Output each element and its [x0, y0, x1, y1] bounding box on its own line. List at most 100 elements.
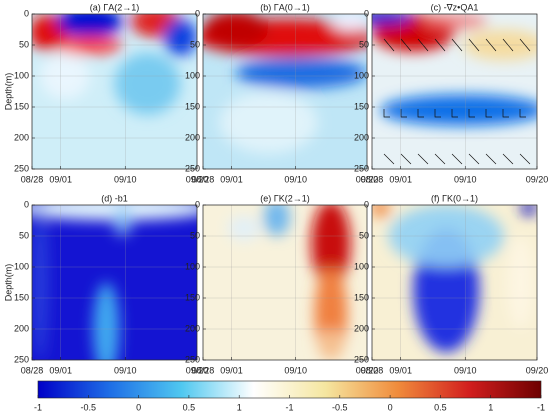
- field-blob: [372, 205, 391, 218]
- x-tick-label: 09/20: [526, 174, 549, 184]
- panel-title: (b) ΓA(0→1): [260, 2, 309, 12]
- frame: [371, 204, 538, 361]
- y-tick-label: 250: [185, 354, 200, 364]
- y-tick-label: 50: [19, 230, 29, 240]
- field-blob: [164, 18, 197, 56]
- x-tick-label: 09/10: [284, 365, 307, 375]
- x-tick-label: 08/28: [192, 365, 215, 375]
- field-blob: [219, 91, 318, 154]
- heatmap-field: [32, 205, 197, 360]
- y-tick-label: 200: [185, 132, 200, 142]
- heatmap: [203, 205, 367, 360]
- heatmap: [203, 14, 367, 169]
- y-tick-label: 250: [354, 163, 369, 173]
- frame: [202, 13, 368, 170]
- colorbar-tick-label: 0.5: [183, 402, 196, 412]
- y-tick-label: 150: [14, 101, 29, 111]
- colorbar-tick-label: -0.5: [332, 402, 348, 412]
- colorbar-tick-label: 1: [237, 402, 242, 412]
- field-blob: [311, 205, 351, 288]
- frame: [202, 204, 368, 361]
- colorbar-tick-label: 0: [388, 402, 393, 412]
- x-tick-label: 09/20: [356, 174, 379, 184]
- x-tick-label: 09/01: [220, 365, 243, 375]
- x-tick-label: 09/20: [356, 365, 379, 375]
- field-blob: [263, 205, 290, 236]
- y-tick-label: 250: [14, 163, 29, 173]
- frame: [371, 13, 538, 170]
- y-tick-label: 200: [185, 323, 200, 333]
- field-blob: [114, 52, 181, 115]
- x-tick-label: 09/20: [186, 365, 209, 375]
- panel-title: (d) -b1: [101, 193, 128, 203]
- x-tick-label: 09/10: [454, 174, 477, 184]
- heatmap-field: [32, 14, 197, 115]
- field-blob: [380, 94, 537, 126]
- heatmap-field: [372, 14, 537, 126]
- heatmap-field: [227, 205, 351, 360]
- y-tick-label: 100: [14, 261, 29, 271]
- y-tick-label: 50: [190, 39, 200, 49]
- field-blob: [203, 14, 269, 49]
- panel-title: (a) ΓA(2→1): [90, 2, 139, 12]
- colorbar-tick-label: -0.5: [81, 402, 97, 412]
- y-tick-label: 0: [195, 8, 200, 18]
- x-tick-label: 09/01: [49, 365, 72, 375]
- field-blob: [112, 205, 133, 236]
- y-tick-label: 250: [185, 163, 200, 173]
- y-tick-label: 200: [14, 132, 29, 142]
- panel-title: (e) ΓK(2→1): [260, 193, 309, 203]
- field-blob: [520, 205, 537, 216]
- field-blob: [421, 14, 488, 30]
- x-tick-label: 08/28: [21, 365, 44, 375]
- x-tick-label: 09/20: [186, 174, 209, 184]
- y-tick-label: 100: [185, 70, 200, 80]
- x-tick-label: 09/10: [454, 365, 477, 375]
- y-tick-label: 150: [185, 101, 200, 111]
- x-tick-label: 08/28: [361, 365, 384, 375]
- y-tick-label: 0: [195, 199, 200, 209]
- y-tick-label: 50: [359, 39, 369, 49]
- panel-title: (f) ΓK(0→1): [431, 193, 478, 203]
- heatmap: [372, 205, 537, 360]
- y-axis-label: Depth(m): [3, 73, 13, 111]
- y-tick-label: 150: [354, 292, 369, 302]
- y-tick-label: 0: [364, 8, 369, 18]
- field-blob: [330, 14, 367, 32]
- field-blob: [93, 282, 120, 360]
- x-tick-label: 09/10: [114, 174, 137, 184]
- y-tick-label: 100: [14, 70, 29, 80]
- field-blob: [235, 57, 367, 89]
- y-tick-label: 0: [24, 199, 29, 209]
- colorbar-tick-label: -1: [285, 402, 293, 412]
- panel-title: (c) -∇z•QA1: [431, 2, 479, 12]
- colorbar-tick-label: -1: [34, 402, 42, 412]
- y-tick-label: 100: [354, 70, 369, 80]
- y-tick-label: 100: [354, 261, 369, 271]
- field-blob: [32, 205, 49, 360]
- colorbar-tick-label: 0: [136, 402, 141, 412]
- y-tick-label: 200: [354, 323, 369, 333]
- y-tick-label: 150: [354, 101, 369, 111]
- y-tick-label: 250: [14, 354, 29, 364]
- x-tick-label: 09/01: [49, 174, 72, 184]
- y-tick-label: 150: [14, 292, 29, 302]
- heatmap: [32, 205, 197, 360]
- colorbar-tick-label: 1: [488, 402, 493, 412]
- y-tick-label: 150: [185, 292, 200, 302]
- field-blob: [372, 14, 414, 25]
- field-blob: [317, 329, 345, 360]
- y-axis-label: Depth(m): [3, 264, 13, 302]
- heatmap: [372, 14, 537, 169]
- x-tick-label: 08/28: [192, 174, 215, 184]
- x-tick-label: 08/28: [361, 174, 384, 184]
- frame: [31, 204, 198, 361]
- field-blob: [507, 236, 534, 329]
- y-tick-label: 0: [364, 199, 369, 209]
